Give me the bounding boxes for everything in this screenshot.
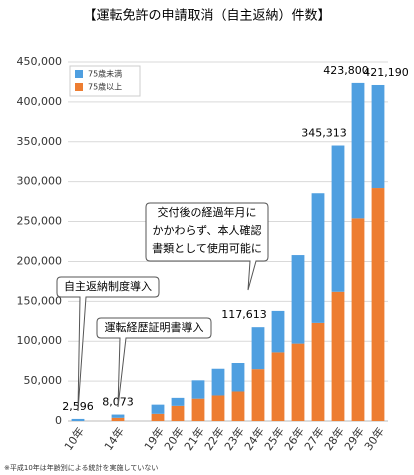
legend: 75歳未満 75歳以上 <box>69 65 141 97</box>
x-tick-label: 19年 <box>141 424 167 453</box>
x-tick-label: 10年 <box>61 424 87 453</box>
bar-segment <box>251 369 265 421</box>
chart-title: 【運転免許の申請取消（自主返納）件数】 <box>83 9 330 24</box>
bar-segment <box>191 380 205 399</box>
bar-segment <box>371 188 385 421</box>
bar-segment <box>151 404 165 414</box>
legend-label: 75歳以上 <box>88 82 122 92</box>
bar-segment <box>311 322 325 421</box>
x-tick-label: 21年 <box>181 424 207 453</box>
callout-text: かかわらず、本人確認 <box>152 223 261 237</box>
bar-segment <box>151 413 165 421</box>
total-label: 345,313 <box>301 127 347 140</box>
x-tick-label: 23年 <box>221 424 247 453</box>
x-tick-label: 14年 <box>101 424 127 453</box>
y-tick-label: 350,000 <box>17 135 63 148</box>
callout-box <box>96 317 212 408</box>
total-label: 117,613 <box>221 308 267 321</box>
bar-segment <box>291 255 305 344</box>
bar-segment <box>311 193 325 323</box>
bar-segment <box>211 395 225 421</box>
bar-segment <box>291 343 305 421</box>
y-tick-label: 450,000 <box>17 55 63 68</box>
bar-segment <box>111 417 125 421</box>
bar-segment <box>271 310 285 353</box>
bar-segment <box>231 363 245 392</box>
y-tick-label: 200,000 <box>17 254 63 267</box>
y-tick-label: 50,000 <box>24 374 63 387</box>
legend-swatch <box>75 70 83 78</box>
bar-segment <box>371 84 385 189</box>
footnote: ※平成10年は年齢別による統計を実施していない <box>4 463 158 472</box>
callout-text: 交付後の経過年月に <box>158 205 257 219</box>
total-label: 421,190 <box>363 66 409 79</box>
x-tick-label: 30年 <box>361 424 387 453</box>
callout-text: 書類として使用可能に <box>152 241 262 255</box>
y-tick-label: 0 <box>55 414 62 427</box>
x-tick-label: 24年 <box>241 424 267 453</box>
y-tick-label: 300,000 <box>17 175 63 188</box>
x-tick-label: 22年 <box>201 424 227 453</box>
x-tick-label: 26年 <box>281 424 307 453</box>
bar-segment <box>351 218 365 421</box>
legend-label: 75歳未満 <box>88 69 122 79</box>
bar-segment <box>111 414 125 418</box>
bar-segment <box>271 352 285 421</box>
bar-segment <box>211 368 225 396</box>
bar-segment <box>331 145 345 292</box>
bar-segment <box>351 82 365 219</box>
callout-text: 運転経歴証明書導入 <box>105 320 204 334</box>
bar-segment <box>171 405 185 421</box>
x-tick-label: 28年 <box>321 424 347 453</box>
y-tick-label: 150,000 <box>17 294 63 307</box>
x-tick-label: 20年 <box>161 424 187 453</box>
legend-swatch <box>75 83 83 91</box>
y-tick-label: 100,000 <box>17 334 63 347</box>
callout: 自主返納制度導入 <box>56 276 160 412</box>
y-tick-label: 250,000 <box>17 215 63 228</box>
bar-segment <box>71 418 85 421</box>
total-label: 423,800 <box>323 64 369 77</box>
bar-segment <box>191 398 205 421</box>
bar-segment <box>231 391 245 421</box>
callout-box <box>145 202 269 291</box>
callout: 運転経歴証明書導入 <box>96 317 212 408</box>
callout-box <box>56 276 160 412</box>
bar-segment <box>331 291 345 421</box>
bar-segment <box>171 397 185 406</box>
x-tick-label: 27年 <box>301 424 327 453</box>
x-tick-label: 29年 <box>341 424 367 453</box>
callout-text: 自主返納制度導入 <box>64 279 152 293</box>
bar-segment <box>251 327 265 370</box>
y-tick-label: 400,000 <box>17 95 63 108</box>
x-tick-label: 25年 <box>261 424 287 453</box>
